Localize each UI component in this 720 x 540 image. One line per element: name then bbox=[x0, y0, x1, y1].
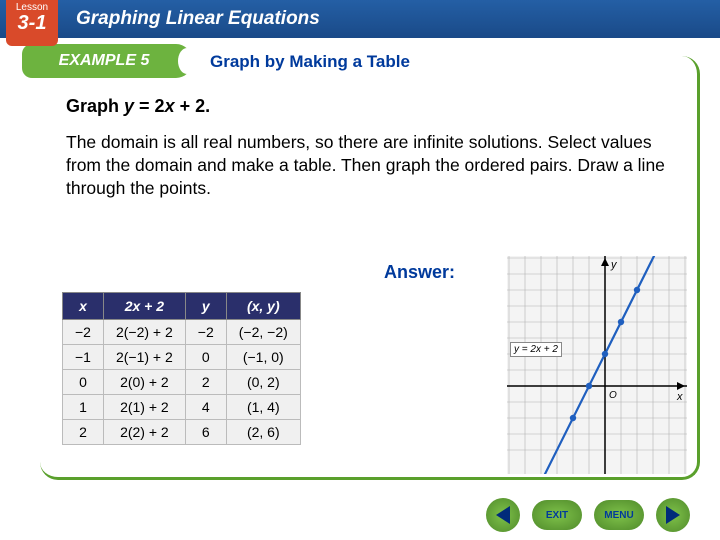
table-cell: 4 bbox=[185, 395, 226, 420]
table-cell: 2 bbox=[185, 370, 226, 395]
table-header: 2x + 2 bbox=[103, 293, 185, 320]
table-header: x bbox=[63, 293, 104, 320]
eq-y: y bbox=[124, 96, 134, 116]
topbar-title: Graphing Linear Equations bbox=[76, 8, 320, 30]
table-cell: (−2, −2) bbox=[226, 320, 300, 345]
table-cell: (1, 4) bbox=[226, 395, 300, 420]
example-tab: EXAMPLE 5 bbox=[22, 44, 192, 78]
eq-x: x bbox=[165, 96, 175, 116]
eq-mid: = 2 bbox=[134, 96, 165, 116]
svg-text:x: x bbox=[676, 391, 683, 403]
example-title: Graph by Making a Table bbox=[210, 52, 410, 72]
table-cell: (2, 6) bbox=[226, 420, 300, 445]
table-header: y bbox=[185, 293, 226, 320]
lesson-badge: Lesson 3-1 bbox=[6, 0, 58, 46]
table-cell: −2 bbox=[185, 320, 226, 345]
next-button[interactable] bbox=[656, 498, 690, 532]
graph-area: yxO y = 2x + 2 bbox=[507, 256, 687, 474]
menu-button[interactable]: MENU bbox=[594, 500, 644, 530]
table-cell: 2(−1) + 2 bbox=[103, 345, 185, 370]
eq-end: + 2. bbox=[175, 96, 211, 116]
problem-prefix: Graph bbox=[66, 96, 124, 116]
table-cell: 6 bbox=[185, 420, 226, 445]
next-icon bbox=[666, 506, 680, 524]
table-row: −12(−1) + 20(−1, 0) bbox=[63, 345, 301, 370]
table-cell: 2(−2) + 2 bbox=[103, 320, 185, 345]
problem-statement: Graph y = 2x + 2. bbox=[66, 96, 677, 117]
table-cell: 2 bbox=[63, 420, 104, 445]
table-header: (x, y) bbox=[226, 293, 300, 320]
table-row: 22(2) + 26(2, 6) bbox=[63, 420, 301, 445]
exit-button[interactable]: EXIT bbox=[532, 500, 582, 530]
lesson-number: 3-1 bbox=[6, 13, 58, 33]
table-cell: 0 bbox=[63, 370, 104, 395]
table-cell: 1 bbox=[63, 395, 104, 420]
table-cell: (0, 2) bbox=[226, 370, 300, 395]
table-row: −22(−2) + 2−2(−2, −2) bbox=[63, 320, 301, 345]
table-row: 02(0) + 22(0, 2) bbox=[63, 370, 301, 395]
table-cell: −1 bbox=[63, 345, 104, 370]
answer-label: Answer: bbox=[384, 262, 455, 283]
content-card: EXAMPLE 5 Graph by Making a Table Graph … bbox=[40, 56, 700, 480]
svg-text:O: O bbox=[609, 390, 617, 401]
menu-label: MENU bbox=[604, 510, 633, 521]
table-cell: 0 bbox=[185, 345, 226, 370]
table-cell: 2(1) + 2 bbox=[103, 395, 185, 420]
prev-button[interactable] bbox=[486, 498, 520, 532]
table-cell: 2(0) + 2 bbox=[103, 370, 185, 395]
table-row: 12(1) + 24(1, 4) bbox=[63, 395, 301, 420]
graph-equation-label: y = 2x + 2 bbox=[510, 342, 562, 357]
top-bar: Graphing Linear Equations bbox=[0, 0, 720, 38]
value-table: x2x + 2y(x, y) −22(−2) + 2−2(−2, −2)−12(… bbox=[62, 292, 301, 445]
graph-svg: yxO bbox=[507, 256, 687, 474]
table-cell: 2(2) + 2 bbox=[103, 420, 185, 445]
exit-label: EXIT bbox=[546, 510, 568, 521]
table-cell: (−1, 0) bbox=[226, 345, 300, 370]
prev-icon bbox=[496, 506, 510, 524]
nav-buttons: EXIT MENU bbox=[486, 498, 690, 532]
table-cell: −2 bbox=[63, 320, 104, 345]
body-text: The domain is all real numbers, so there… bbox=[66, 131, 677, 199]
example-label: EXAMPLE 5 bbox=[59, 52, 150, 70]
